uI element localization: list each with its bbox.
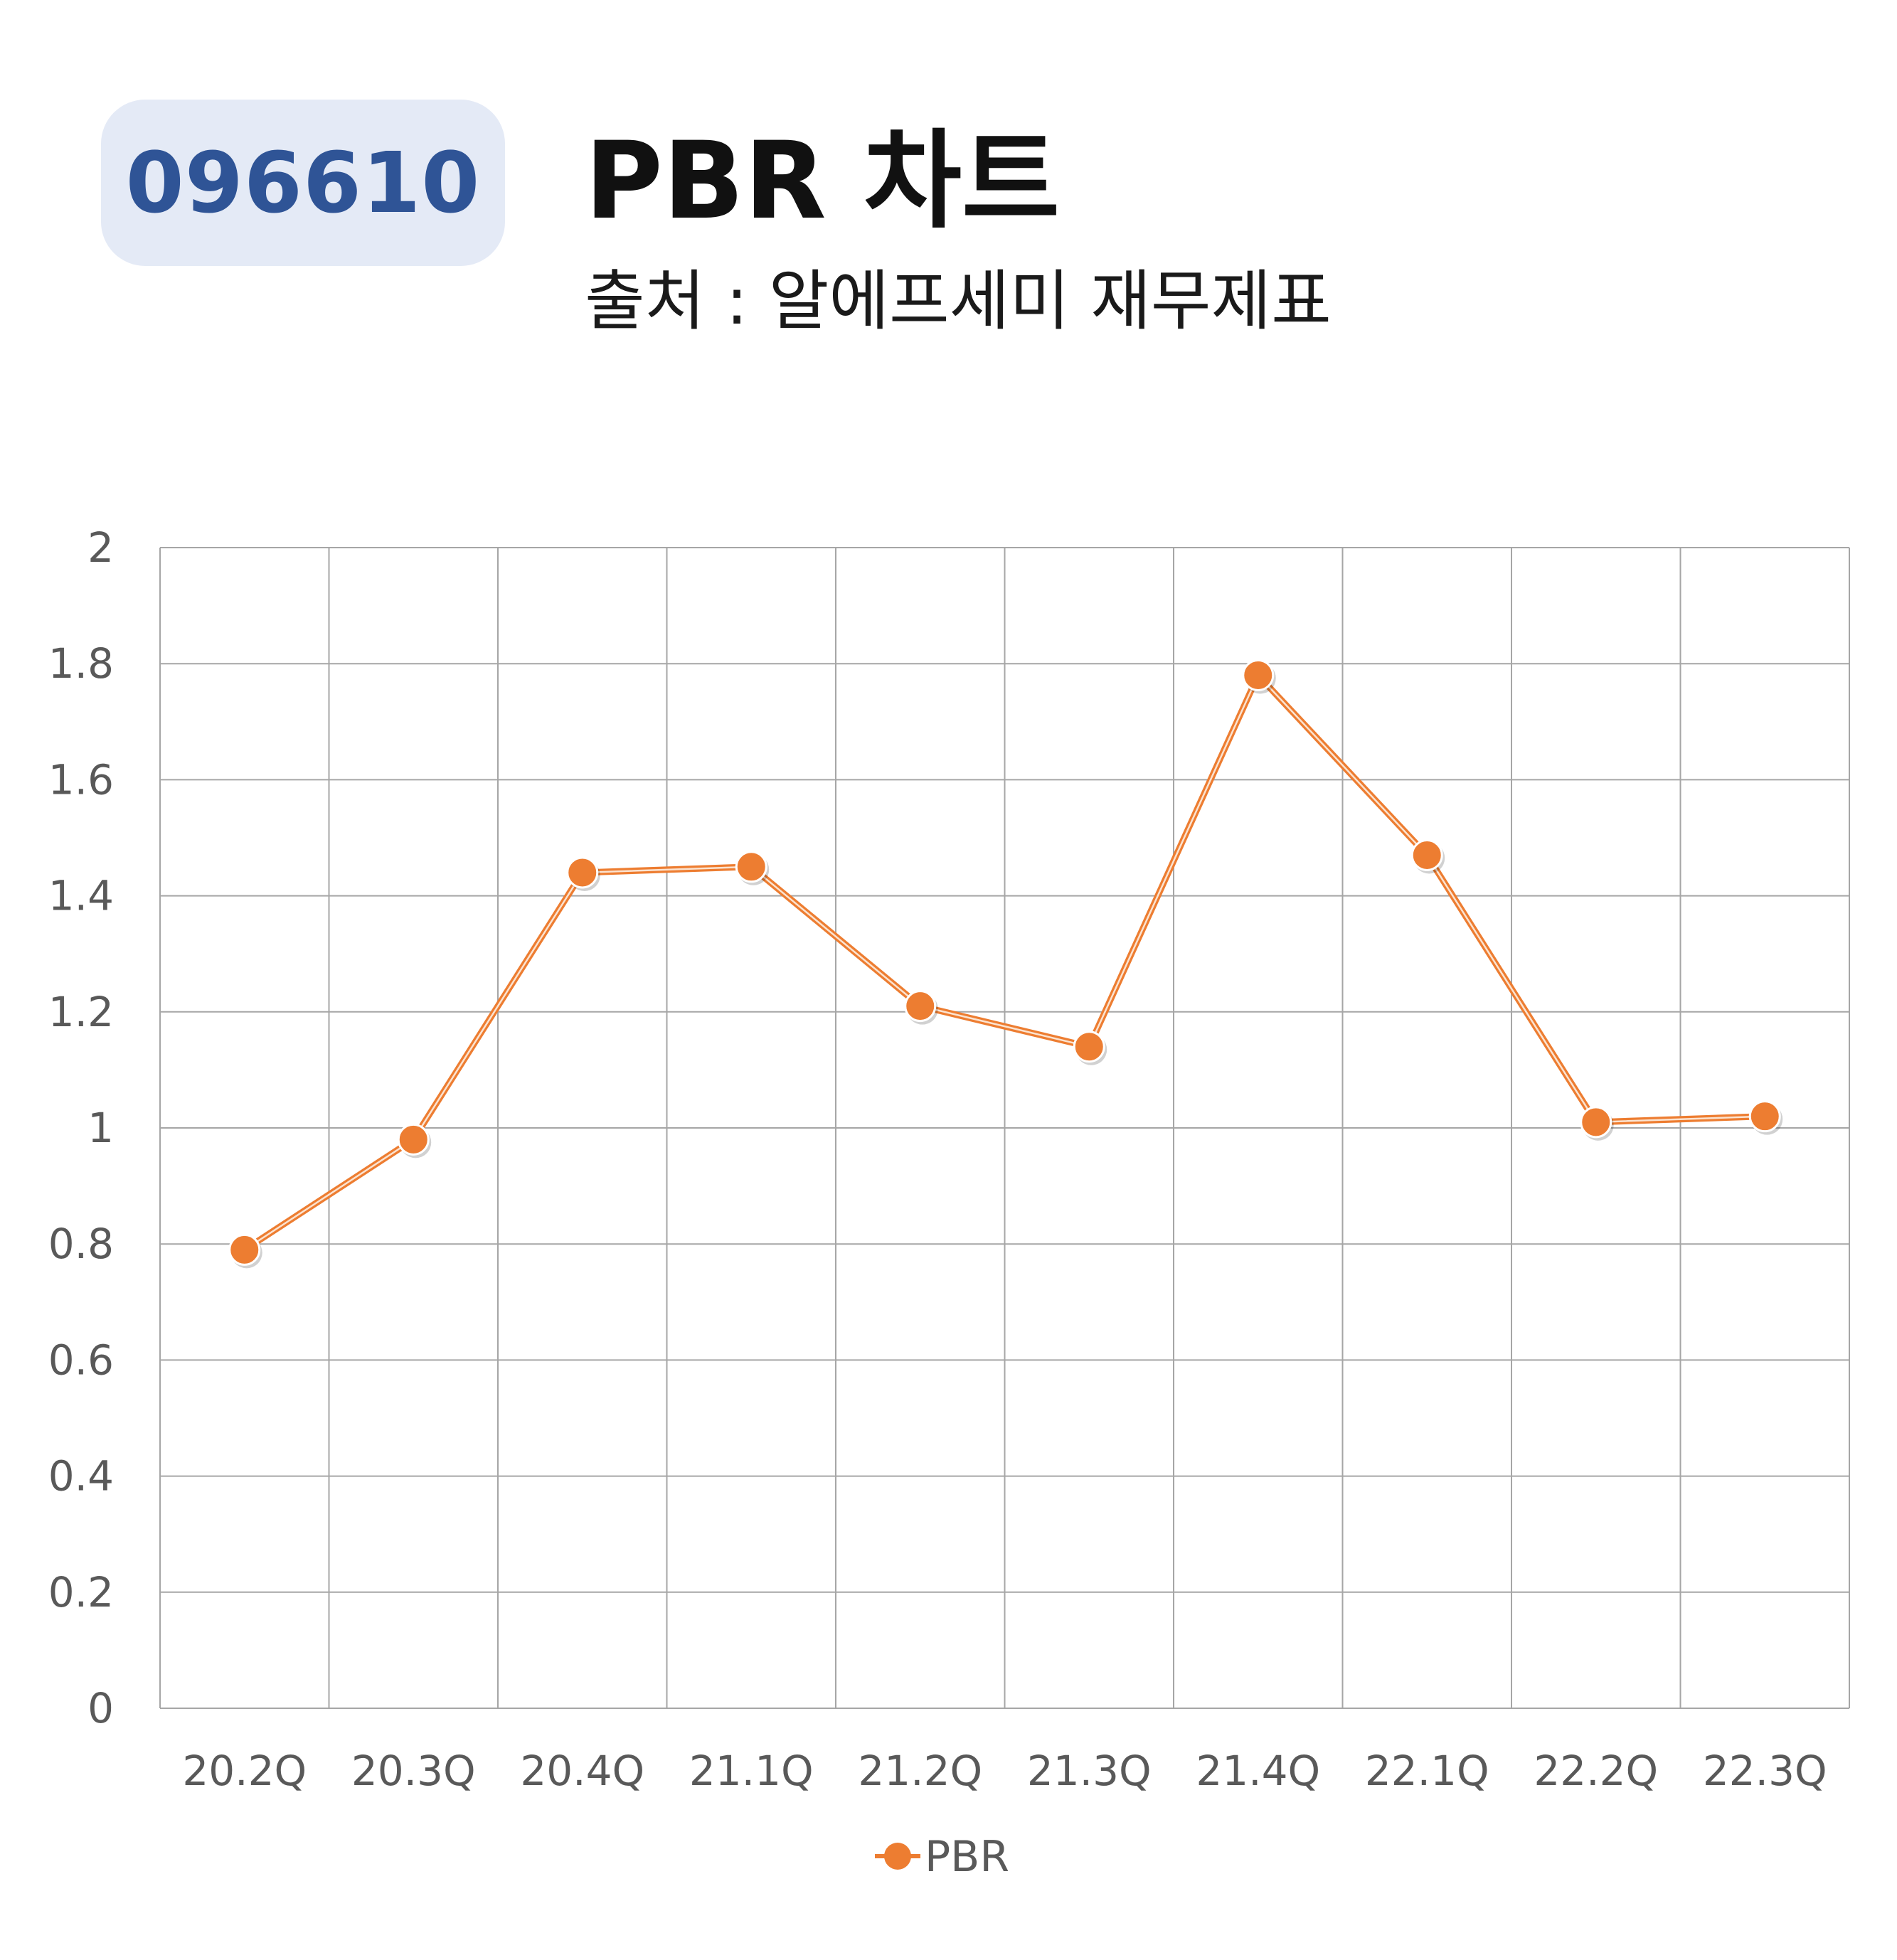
series-line-highlight <box>244 674 1765 1251</box>
y-tick-label: 0.2 <box>48 1568 114 1617</box>
x-axis-ticks: 20.2Q 20.3Q 20.4Q 21.1Q 21.2Q 21.3Q 21.4Q 22.1Q… <box>182 1747 1827 1795</box>
y-tick-label: 1.2 <box>48 988 114 1036</box>
data-point <box>1073 1030 1105 1063</box>
x-tick-label: 20.4Q <box>520 1747 644 1795</box>
x-tick-label: 21.3Q <box>1027 1747 1152 1795</box>
data-point <box>397 1123 430 1156</box>
y-tick-label: 0.6 <box>48 1336 114 1384</box>
data-point <box>1410 838 1443 871</box>
y-tick-label: 1.6 <box>48 755 114 804</box>
data-point <box>1748 1100 1781 1133</box>
y-tick-label: 1.8 <box>48 639 114 688</box>
y-tick-label: 0 <box>87 1684 114 1732</box>
data-point <box>1242 659 1275 692</box>
x-tick-label: 22.2Q <box>1534 1747 1658 1795</box>
data-point <box>735 851 767 883</box>
y-tick-label: 1 <box>87 1104 114 1152</box>
x-tick-label: 20.3Q <box>351 1747 476 1795</box>
y-axis-ticks: 0 0.2 0.4 0.6 0.8 1 1.2 1.4 1.6 1.8 2 <box>48 523 114 1732</box>
stock-code: 096610 <box>125 134 481 232</box>
y-tick-label: 0.4 <box>48 1452 114 1501</box>
x-tick-label: 22.3Q <box>1703 1747 1827 1795</box>
data-point <box>1580 1106 1612 1139</box>
grid-lines <box>159 547 1850 1709</box>
data-point <box>566 856 599 889</box>
y-tick-label: 1.4 <box>48 872 114 920</box>
x-tick-label: 21.2Q <box>858 1747 982 1795</box>
chart-subtitle: 출처 : 알에프세미 재무제표 <box>585 263 1332 339</box>
stock-code-badge: 096610 <box>101 100 505 266</box>
legend-label: PBR <box>925 1832 1009 1882</box>
y-tick-label: 0.8 <box>48 1220 114 1268</box>
x-tick-label: 21.1Q <box>689 1747 814 1795</box>
series-pbr <box>228 659 1783 1269</box>
x-tick-label: 20.2Q <box>182 1747 307 1795</box>
legend-marker <box>884 1843 911 1870</box>
legend: PBR <box>875 1832 1009 1882</box>
data-point <box>904 990 937 1023</box>
x-tick-label: 22.1Q <box>1365 1747 1489 1795</box>
chart-title: PBR 차트 <box>585 119 1060 243</box>
y-tick-label: 2 <box>87 523 114 572</box>
data-point <box>228 1233 261 1266</box>
x-tick-label: 21.4Q <box>1196 1747 1320 1795</box>
